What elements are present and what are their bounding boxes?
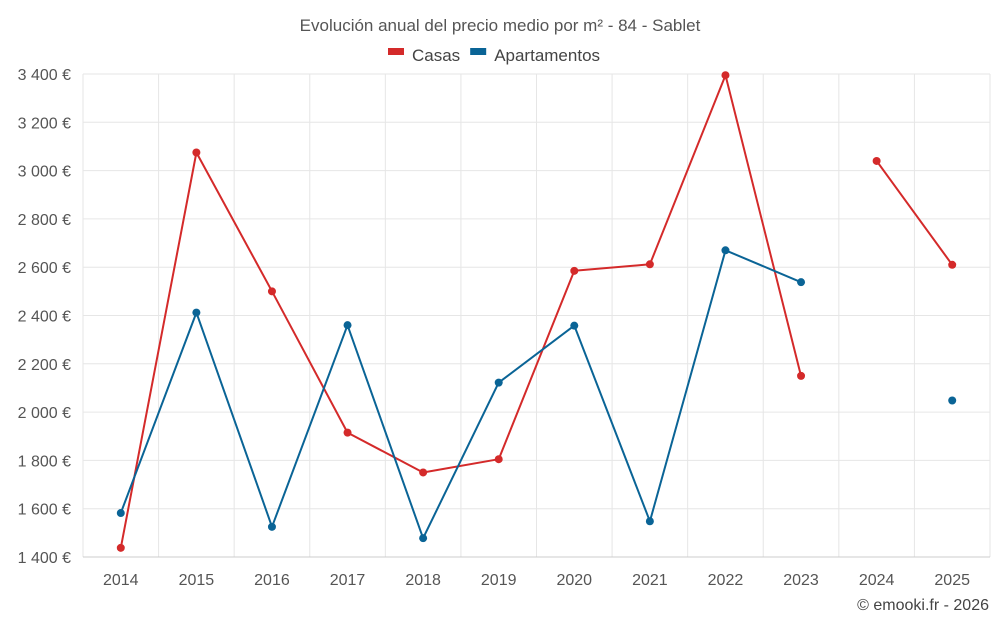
data-point [645,517,654,526]
y-tick-label: 1 600 € [18,502,71,519]
legend: Casas Apartamentos [388,46,600,65]
x-tick-label: 2023 [783,572,819,589]
y-tick-label: 1 800 € [18,453,71,470]
legend-label: Apartamentos [494,46,600,65]
y-tick-label: 1 400 € [18,550,71,567]
data-point [721,71,730,80]
data-point [192,308,201,317]
x-tick-label: 2014 [103,572,139,589]
x-tick-label: 2022 [708,572,744,589]
data-point [343,428,352,437]
y-tick-label: 2 000 € [18,405,71,422]
y-tick-label: 2 800 € [18,212,71,229]
data-point [494,455,503,464]
credit-text: © emooki.fr - 2026 [857,597,989,614]
data-point [948,396,957,405]
series-layer [116,71,957,552]
y-tick-label: 3 400 € [18,67,71,84]
data-point [570,266,579,275]
data-point [872,156,881,165]
data-point [797,278,806,287]
legend-swatch [388,48,404,55]
data-point [267,287,276,296]
x-tick-label: 2021 [632,572,668,589]
data-point [267,522,276,531]
data-point [494,378,503,387]
legend-swatch [470,48,487,55]
data-point [721,246,730,255]
grid [82,73,991,558]
x-tick-label: 2025 [934,572,970,589]
series-line [119,74,954,548]
x-tick-label: 2024 [859,572,895,589]
data-point [116,509,125,518]
axes: 1 400 € 1 600 € 1 800 € 2 000 € 2 200 € 2 400… [18,67,990,589]
data-point [645,260,654,269]
series-apartamentos [116,246,957,543]
data-point [343,321,352,330]
y-tick-label: 2 400 € [18,309,71,326]
data-point [797,371,806,380]
chart-title: Evolución anual del precio medio por m² … [300,16,701,35]
x-tick-label: 2015 [179,572,215,589]
x-tick-label: 2016 [254,572,290,589]
x-tick-label: 2018 [405,572,441,589]
data-point [419,534,428,543]
data-point [948,260,957,269]
y-tick-label: 2 200 € [18,357,71,374]
legend-label: Casas [412,46,460,65]
y-tick-label: 3 200 € [18,115,71,132]
data-point [116,543,125,552]
data-point [419,468,428,477]
data-point [192,148,201,157]
y-tick-label: 3 000 € [18,164,71,181]
data-point [570,321,579,330]
y-tick-label: 2 600 € [18,260,71,277]
x-tick-label: 2017 [330,572,366,589]
x-tick-label: 2020 [556,572,592,589]
x-tick-label: 2019 [481,572,517,589]
series-casas [116,71,957,552]
